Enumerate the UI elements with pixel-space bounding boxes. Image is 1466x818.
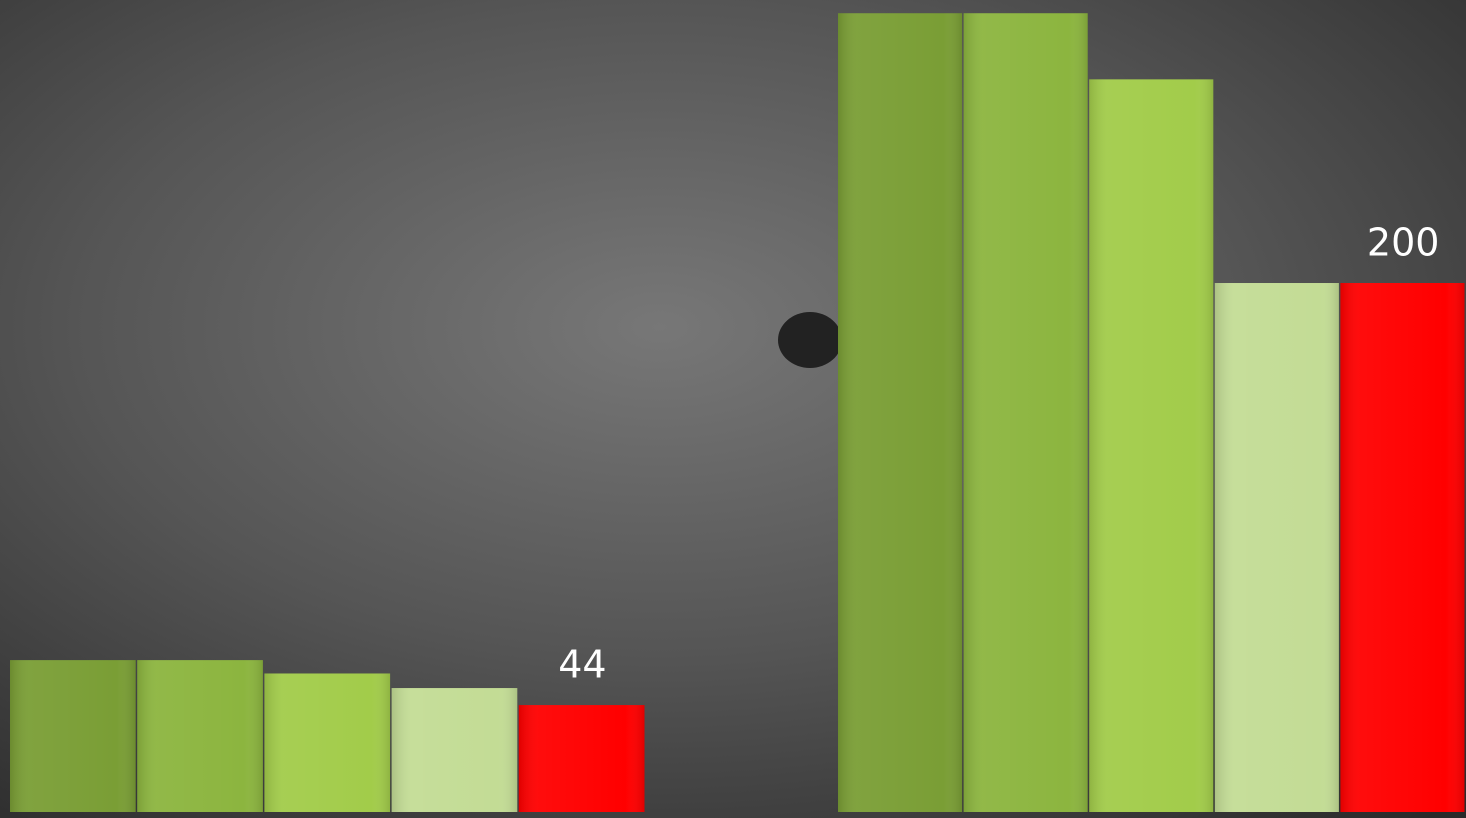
bar-shade bbox=[1089, 79, 1214, 813]
charts: 44 200 bbox=[10, 13, 1465, 813]
bar-shade bbox=[391, 688, 518, 812]
bar-shade bbox=[518, 705, 645, 812]
bar-shade bbox=[264, 673, 391, 812]
value-label: 200 bbox=[1367, 221, 1440, 265]
bar-shade bbox=[1340, 283, 1465, 812]
bar-shade bbox=[137, 660, 263, 812]
bar-shade bbox=[963, 13, 1088, 813]
bar-shade bbox=[10, 660, 136, 812]
rhino-eye bbox=[778, 312, 842, 368]
value-label: 44 bbox=[558, 643, 606, 687]
bar-shade bbox=[838, 13, 963, 813]
bar-shade bbox=[1214, 283, 1339, 812]
